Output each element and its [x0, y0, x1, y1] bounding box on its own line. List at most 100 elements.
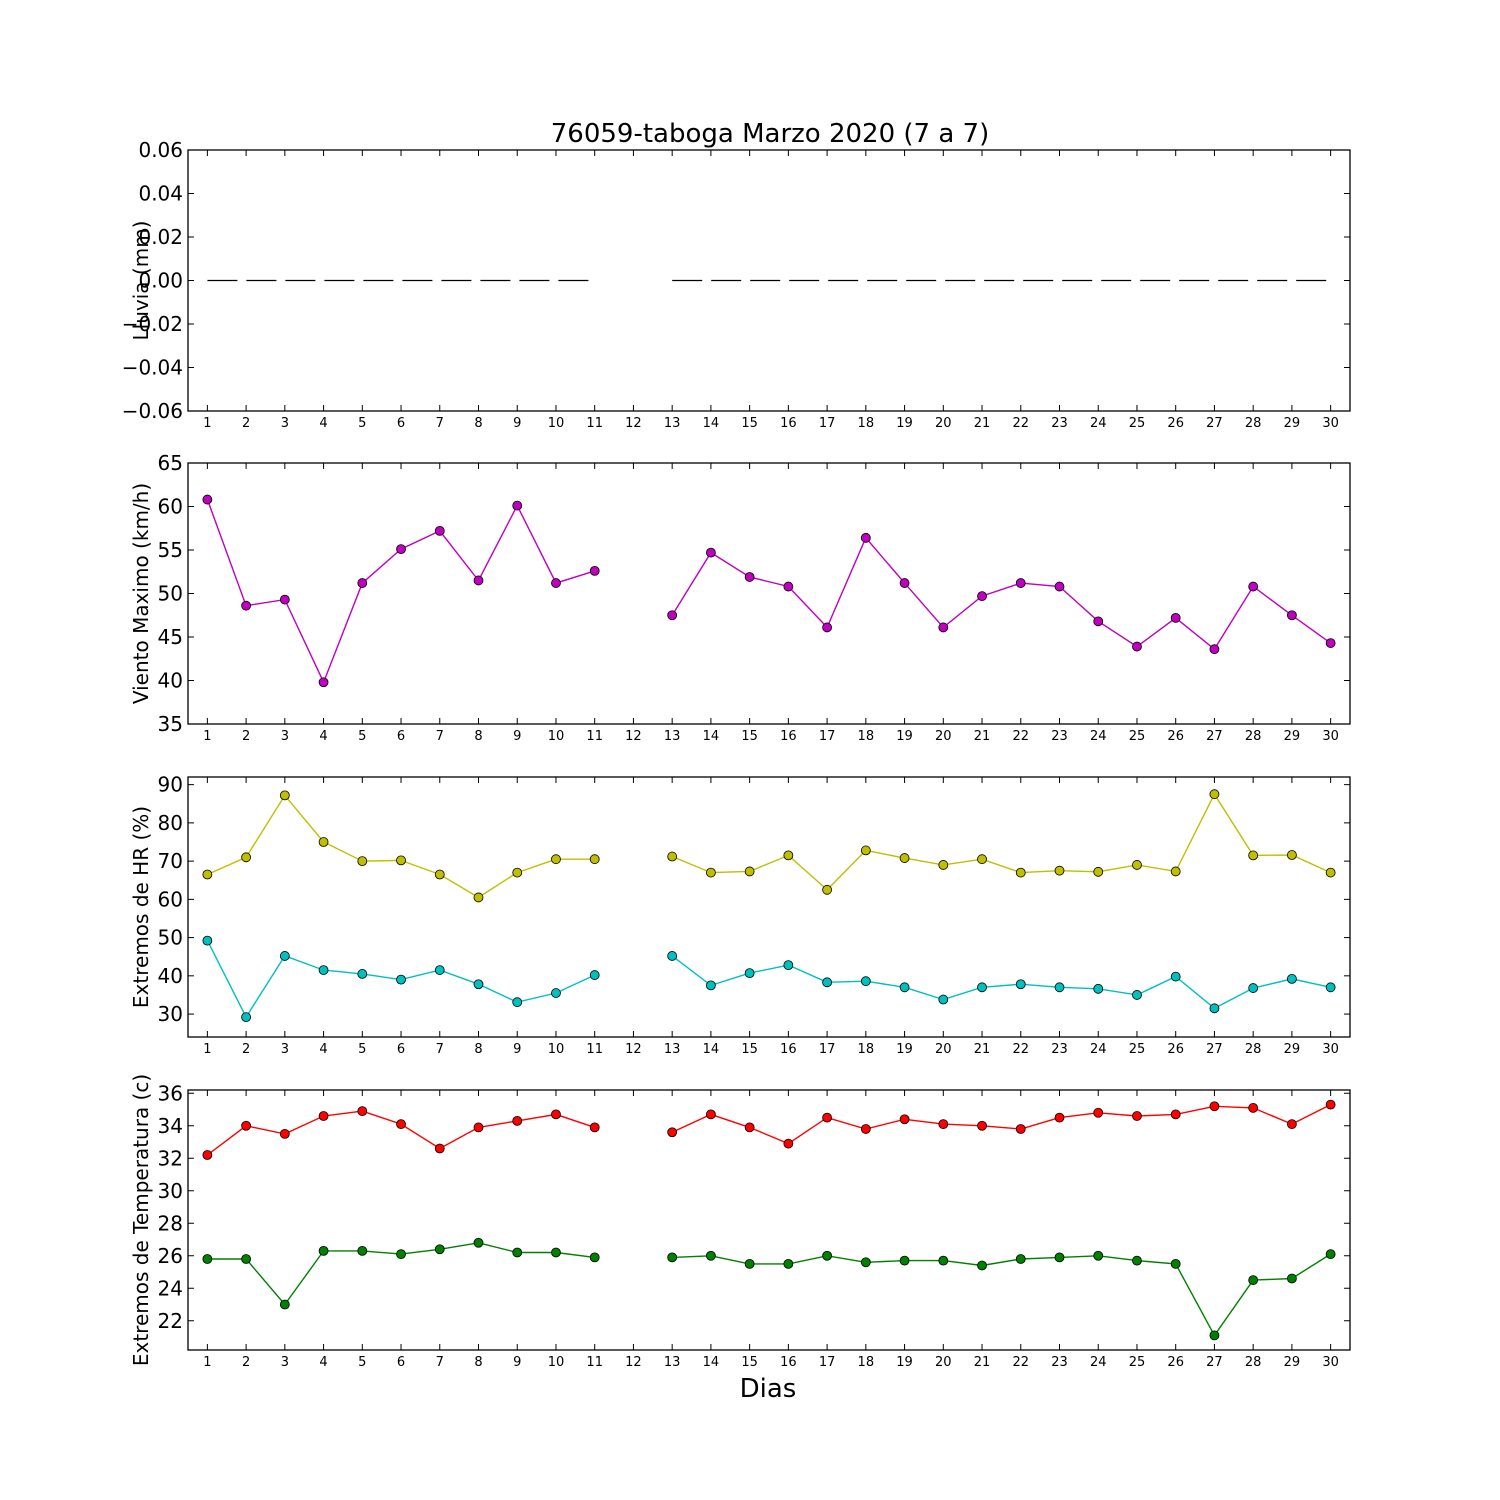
data-point [1132, 990, 1142, 1000]
x-tick-label: 16 [780, 416, 797, 431]
x-tick-label: 17 [819, 729, 836, 744]
data-point [706, 980, 716, 991]
data-point [1093, 983, 1104, 994]
x-axis-label: Dias [740, 1374, 797, 1404]
series-line [671, 955, 1331, 1010]
panel-1: 0.060.040.020.00−0.02−0.04−0.061 2 3 4 5 6 7 8 9… [122, 138, 1351, 431]
x-tick-label: 3 [281, 1042, 289, 1057]
x-tick-label: 20 [935, 729, 952, 744]
data-point [318, 1111, 329, 1121]
x-tick-label: 9 [513, 1355, 521, 1370]
x-tick-label: 19 [896, 1042, 913, 1057]
data-point [241, 1120, 252, 1131]
y-tick-label: 0.04 [138, 182, 183, 206]
x-tick-label: 28 [1245, 1355, 1262, 1370]
data-point [860, 532, 871, 543]
data-point [899, 1255, 910, 1266]
y-tick-label: 36 [158, 1081, 183, 1105]
data-point [1015, 1124, 1026, 1134]
x-tick-label: 24 [1090, 416, 1107, 431]
x-tick-label: 9 [513, 729, 521, 744]
data-point [241, 852, 252, 863]
data-point [706, 1250, 716, 1261]
x-tick-label: 2 [242, 1355, 250, 1370]
data-point [1015, 979, 1026, 990]
x-tick-label: 27 [1206, 1355, 1223, 1370]
x-tick-label: 12 [625, 729, 642, 744]
data-point [396, 974, 406, 985]
series-1 [202, 494, 1336, 688]
x-tick-label: 12 [625, 416, 642, 431]
x-tick-label: 27 [1206, 729, 1223, 744]
y-tick-label: 50 [158, 582, 183, 606]
x-tick-label: 15 [741, 416, 758, 431]
x-tick-label: 16 [780, 1042, 797, 1057]
x-tick-label: 5 [358, 729, 366, 744]
data-point [1209, 1330, 1220, 1341]
x-tick-label: 9 [513, 1042, 521, 1057]
x-tick-label: 15 [741, 729, 758, 744]
x-tick-label: 4 [319, 416, 327, 431]
x-tick-label: 8 [474, 416, 482, 431]
x-tick-label: 5 [358, 1042, 366, 1057]
data-point [473, 1237, 484, 1248]
y-axis-label: Lluvia (mm) [129, 221, 153, 341]
data-point [551, 578, 561, 588]
data-point [977, 1260, 987, 1271]
data-point [434, 525, 445, 536]
x-tick-label: 29 [1284, 1355, 1301, 1370]
data-point [318, 837, 329, 847]
data-point [434, 1244, 445, 1255]
x-tick-label: 26 [1167, 1042, 1184, 1057]
x-tick-label: 29 [1284, 1042, 1301, 1057]
data-point [279, 951, 290, 961]
y-tick-label: 50 [158, 926, 183, 950]
x-tick-label: 7 [436, 1042, 444, 1057]
data-point [1054, 1252, 1065, 1263]
data-point [473, 575, 484, 586]
y-tick-label: 45 [158, 625, 183, 649]
x-tick-label: 6 [397, 416, 405, 431]
data-point [822, 884, 832, 895]
data-point [1054, 865, 1065, 876]
data-point [202, 494, 213, 505]
data-point [434, 869, 445, 880]
data-point [473, 892, 484, 903]
data-point [512, 1115, 523, 1126]
data-point [899, 1114, 910, 1125]
x-tick-label: 21 [974, 1355, 991, 1370]
data-point [744, 866, 755, 877]
data-point [551, 1109, 561, 1120]
x-tick-label: 1 [203, 729, 211, 744]
x-tick-label: 14 [703, 1355, 720, 1370]
x-tick-label: 20 [935, 1042, 952, 1057]
x-tick-label: 19 [896, 729, 913, 744]
data-point [551, 988, 561, 998]
data-point [1093, 1107, 1104, 1118]
data-point [357, 856, 368, 867]
x-tick-label: 11 [586, 416, 603, 431]
data-point [938, 1119, 949, 1130]
data-point [1287, 1273, 1297, 1284]
series-1 [202, 1099, 1336, 1160]
data-point [396, 855, 406, 866]
x-tick-label: 21 [974, 416, 991, 431]
data-point [512, 500, 523, 511]
data-point [202, 869, 213, 880]
data-point [822, 977, 832, 988]
data-point [1325, 638, 1336, 648]
data-point [860, 1124, 871, 1134]
x-tick-label: 13 [664, 416, 681, 431]
data-point [938, 994, 949, 1005]
data-point [1287, 1119, 1297, 1130]
x-tick-label: 26 [1167, 416, 1184, 431]
x-tick-label: 7 [436, 416, 444, 431]
data-point [706, 1109, 716, 1120]
x-tick-label: 13 [664, 1042, 681, 1057]
x-tick-label: 25 [1129, 1355, 1146, 1370]
data-point [1093, 616, 1104, 627]
data-point [589, 1122, 600, 1133]
